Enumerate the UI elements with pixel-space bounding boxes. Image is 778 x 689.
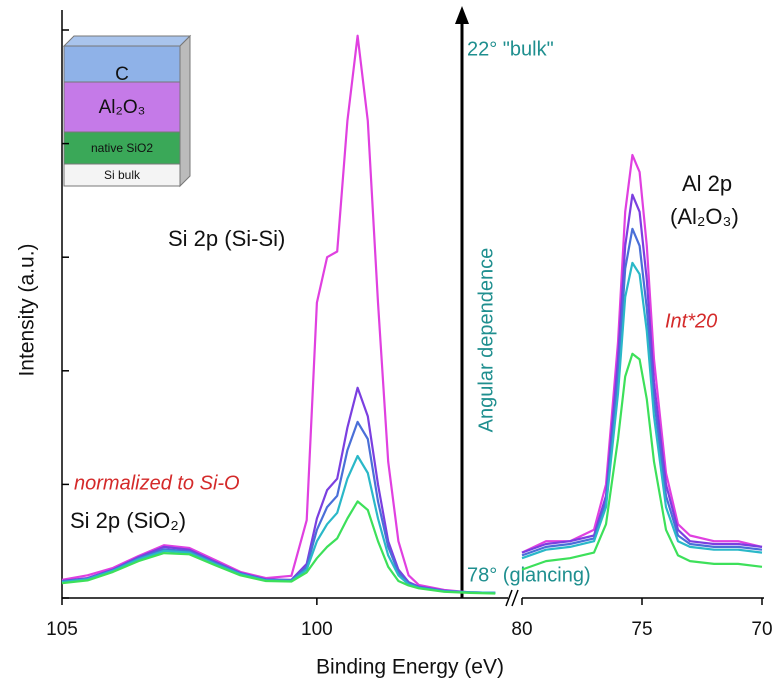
series-line: [521, 193, 763, 554]
arrow-head: [455, 6, 469, 24]
series-line: [521, 261, 763, 560]
x-axis-label: Binding Energy (eV): [316, 656, 504, 679]
layer-al2o3: [63, 81, 181, 133]
series-line: [521, 153, 763, 554]
x-tick-label: 70: [751, 619, 772, 640]
annotation: Al 2p: [682, 171, 732, 196]
annotation: 22° "bulk": [467, 38, 554, 60]
x-tick-label: 105: [46, 619, 78, 640]
layer-si: [63, 163, 181, 187]
series-line: [521, 227, 763, 557]
axis-break: [511, 589, 519, 607]
inset-side: [179, 34, 191, 188]
series-line: [521, 352, 763, 571]
x-tick-label: 75: [631, 619, 652, 640]
inset-label: Al₂O₃: [99, 97, 146, 118]
annotation: Si 2p (Si-Si): [168, 226, 285, 251]
layer-c: [63, 45, 181, 83]
inset-label: C: [115, 64, 129, 85]
annotation: 78° (glancing): [467, 564, 591, 586]
annotation: Si 2p (SiO₂): [70, 508, 186, 533]
annotation: Int*20: [665, 310, 717, 332]
inset-label: native SiO2: [91, 141, 153, 155]
series-line: [61, 500, 496, 595]
inset: C Al₂O₃ native SiO2 Si bulk: [62, 34, 192, 188]
inset-top: [62, 35, 192, 47]
annotation: Angular dependence: [475, 248, 497, 433]
x-tick-label: 100: [301, 619, 333, 640]
y-axis-label: Intensity (a.u.): [16, 243, 39, 376]
inset-label: Si bulk: [104, 168, 141, 182]
annotation: (Al₂O₃): [670, 204, 739, 229]
x-tick-label: 80: [511, 619, 532, 640]
annotation: normalized to Si-O: [74, 472, 240, 494]
axis-break: [505, 589, 513, 607]
series-line: [61, 34, 496, 594]
layer-sio2: [63, 131, 181, 165]
